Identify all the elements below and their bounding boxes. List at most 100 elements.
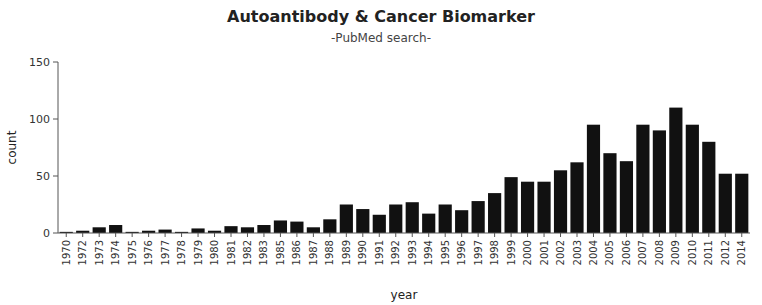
x-tick-label: 1982 xyxy=(242,240,253,265)
y-tick xyxy=(53,233,58,234)
x-tick xyxy=(412,233,413,237)
y-axis-line xyxy=(58,62,59,233)
x-tick-label: 2003 xyxy=(572,240,583,265)
x-tick xyxy=(280,233,281,237)
x-tick-label: 1985 xyxy=(275,240,286,265)
bar xyxy=(488,193,501,233)
x-tick xyxy=(692,233,693,237)
bar xyxy=(719,174,732,233)
x-tick-label: 1978 xyxy=(176,240,187,265)
x-tick xyxy=(577,233,578,237)
title: Autoantibody & Cancer Biomarker xyxy=(227,7,535,26)
x-tick xyxy=(560,233,561,237)
bar xyxy=(636,125,649,233)
x-tick xyxy=(494,233,495,237)
x-tick-label: 2007 xyxy=(637,240,648,265)
x-tick-label: 1983 xyxy=(258,240,269,265)
x-tick xyxy=(296,233,297,237)
x-tick xyxy=(609,233,610,237)
bar xyxy=(702,142,715,233)
x-tick xyxy=(132,233,133,237)
x-tick-label: 2002 xyxy=(555,240,566,265)
x-tick xyxy=(675,233,676,237)
x-tick xyxy=(642,233,643,237)
bar xyxy=(241,227,254,233)
chart-container: Autoantibody & Cancer Biomarker -PubMed s… xyxy=(0,0,762,305)
x-tick xyxy=(379,233,380,237)
bar xyxy=(554,170,567,233)
x-tick-label: 1989 xyxy=(341,240,352,265)
x-tick-label: 2006 xyxy=(621,240,632,265)
x-tick-label: 1993 xyxy=(407,240,418,265)
bar xyxy=(537,182,550,233)
x-tick xyxy=(527,233,528,237)
bar xyxy=(505,177,518,233)
x-tick-label: 2004 xyxy=(588,240,599,265)
x-tick xyxy=(263,233,264,237)
x-tick-label: 1996 xyxy=(456,240,467,265)
bar xyxy=(422,214,435,233)
x-tick-label: 1992 xyxy=(390,240,401,265)
bar xyxy=(356,209,369,233)
bar xyxy=(340,205,353,234)
x-tick-label: 2008 xyxy=(654,240,665,265)
y-axis: 050100150 xyxy=(29,56,58,240)
x-tick-label: 2010 xyxy=(687,240,698,265)
x-tick xyxy=(741,233,742,237)
x-tick-label: 1974 xyxy=(110,240,121,265)
x-tick-label: 2014 xyxy=(736,240,747,265)
x-axis-label: year xyxy=(391,288,418,302)
x-tick xyxy=(66,233,67,237)
bar xyxy=(159,230,172,233)
x-tick xyxy=(214,233,215,237)
x-tick xyxy=(544,233,545,237)
x-tick-label: 1980 xyxy=(209,240,220,265)
x-tick-label: 1990 xyxy=(357,240,368,265)
x-tick-label: 1999 xyxy=(506,240,517,265)
bar xyxy=(472,201,485,233)
x-tick xyxy=(181,233,182,237)
x-tick-label: 1979 xyxy=(193,240,204,265)
bar xyxy=(290,222,303,233)
x-tick xyxy=(82,233,83,237)
x-tick xyxy=(362,233,363,237)
x-tick-label: 1970 xyxy=(61,240,72,265)
x-tick-label: 2009 xyxy=(670,240,681,265)
x-tick-label: 1994 xyxy=(423,240,434,265)
x-tick-label: 1975 xyxy=(127,240,138,265)
x-axis: 1970197219731974197519761977197819791980… xyxy=(61,233,748,265)
x-tick-label: 1973 xyxy=(94,240,105,265)
y-tick-label: 100 xyxy=(29,113,50,126)
x-axis-line xyxy=(58,233,750,234)
x-tick-label: 1995 xyxy=(440,240,451,265)
y-tick xyxy=(53,119,58,120)
bar xyxy=(439,205,452,234)
bar xyxy=(109,225,122,233)
x-tick-label: 1977 xyxy=(160,240,171,265)
bar xyxy=(735,174,748,233)
x-tick-label: 2012 xyxy=(720,240,731,265)
bar xyxy=(406,202,419,233)
x-tick xyxy=(231,233,232,237)
x-tick xyxy=(461,233,462,237)
x-tick-label: 1976 xyxy=(143,240,154,265)
bar xyxy=(224,226,237,233)
x-tick xyxy=(115,233,116,237)
y-tick-label: 0 xyxy=(43,227,50,240)
x-tick xyxy=(593,233,594,237)
subtitle: -PubMed search- xyxy=(331,31,431,45)
bar xyxy=(570,162,583,233)
bar xyxy=(191,228,204,233)
y-axis-label: count xyxy=(5,130,19,164)
bar xyxy=(307,227,320,233)
x-tick-label: 2011 xyxy=(703,240,714,265)
x-tick xyxy=(329,233,330,237)
x-tick xyxy=(428,233,429,237)
x-tick-label: 1998 xyxy=(489,240,500,265)
bar xyxy=(669,108,682,233)
bar xyxy=(389,205,402,234)
x-tick xyxy=(511,233,512,237)
x-tick xyxy=(478,233,479,237)
x-tick xyxy=(659,233,660,237)
x-tick xyxy=(247,233,248,237)
